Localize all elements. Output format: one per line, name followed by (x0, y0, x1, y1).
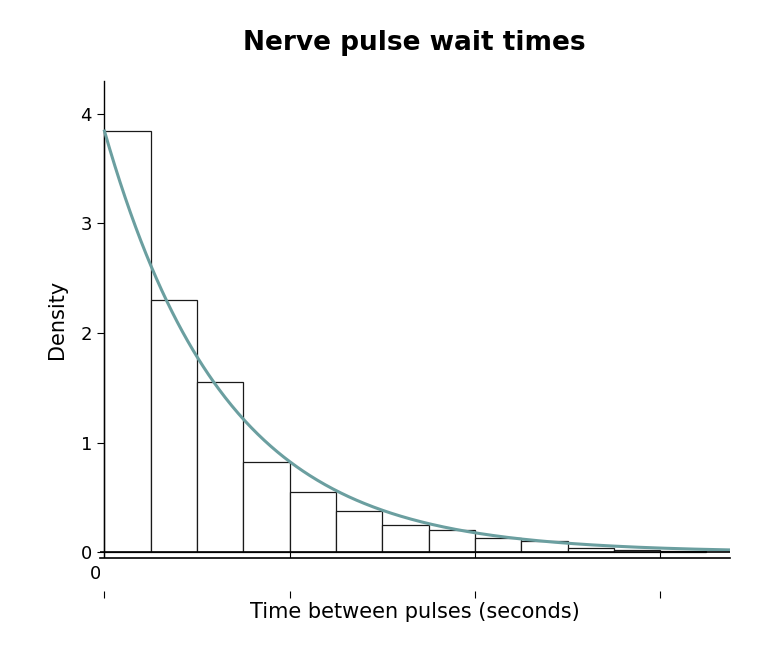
Bar (614, 550, 660, 552)
Bar (197, 382, 243, 552)
Bar (475, 538, 521, 552)
Bar (243, 462, 290, 552)
X-axis label: Time between pulses (seconds): Time between pulses (seconds) (250, 602, 580, 622)
Bar (568, 548, 614, 552)
Title: Nerve pulse wait times: Nerve pulse wait times (243, 30, 586, 56)
Bar (104, 131, 151, 552)
Bar (521, 542, 568, 552)
Bar (151, 300, 197, 552)
Bar (290, 492, 336, 552)
Bar (336, 511, 382, 552)
Y-axis label: Density: Density (47, 280, 67, 359)
Bar (429, 530, 475, 552)
Bar (382, 525, 429, 552)
Bar (660, 551, 707, 552)
